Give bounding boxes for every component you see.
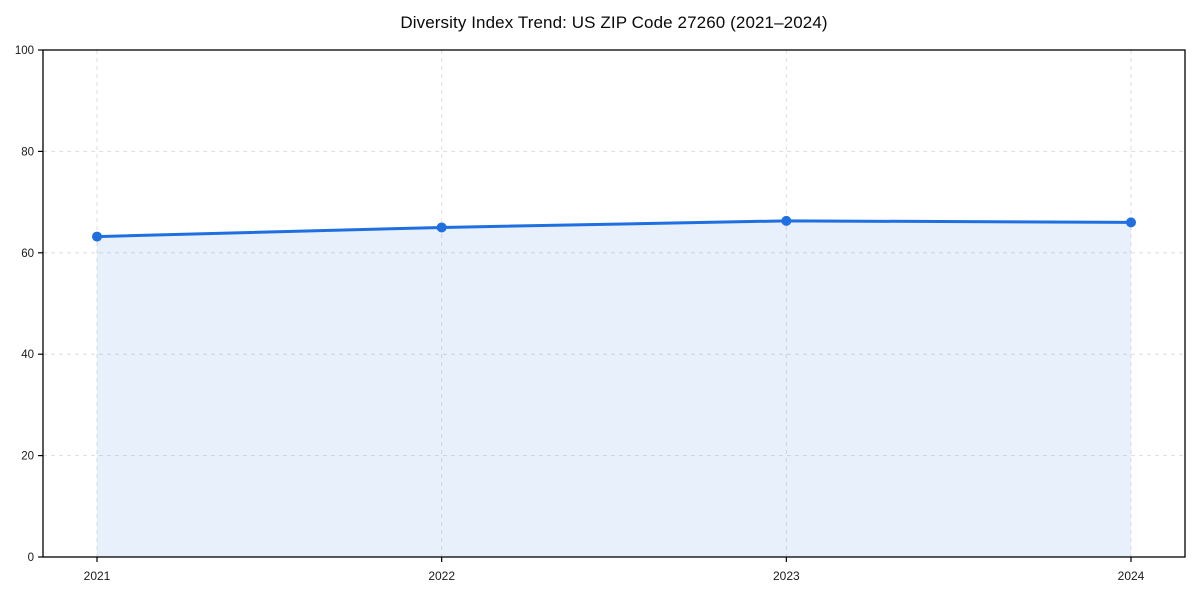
area-fill bbox=[97, 220, 1131, 557]
data-point bbox=[1126, 217, 1136, 228]
y-tick-label: 80 bbox=[21, 146, 34, 158]
y-tick-label: 0 bbox=[28, 552, 34, 564]
chart-title: Diversity Index Trend: US ZIP Code 27260… bbox=[400, 13, 828, 32]
plot-border bbox=[42, 49, 1186, 558]
x-tick-label: 2024 bbox=[1118, 569, 1145, 583]
trend-line bbox=[95, 219, 1133, 239]
y-tick-label: 100 bbox=[15, 45, 34, 57]
data-point bbox=[92, 231, 102, 242]
x-tick-label: 2021 bbox=[84, 569, 111, 583]
y-tick-label: 60 bbox=[21, 248, 34, 260]
y-tick-label: 40 bbox=[21, 349, 34, 361]
data-point bbox=[781, 215, 792, 226]
y-tick-label: 20 bbox=[21, 451, 34, 463]
x-tick-label: 2022 bbox=[428, 569, 455, 583]
x-tick-label: 2023 bbox=[773, 569, 800, 583]
data-point bbox=[436, 222, 447, 233]
